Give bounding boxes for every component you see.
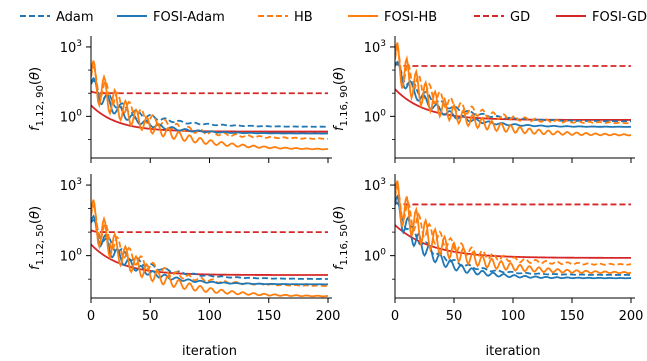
x-tick-label: 50 bbox=[446, 309, 463, 324]
x-tick-label: 100 bbox=[501, 309, 526, 324]
y-tick-label: 100 bbox=[60, 248, 83, 265]
series-line-gd bbox=[395, 62, 631, 67]
legend-entry-fosi-hb: FOSI-HB bbox=[348, 10, 437, 25]
legend-entry-fosi-gd: FOSI-GD bbox=[556, 10, 647, 25]
series-line-gd bbox=[395, 200, 631, 206]
y-tick-label: 103 bbox=[364, 177, 386, 194]
x-tick-label: 150 bbox=[256, 309, 281, 324]
series-group bbox=[91, 60, 328, 151]
series-group bbox=[395, 42, 631, 137]
series-line-hb bbox=[91, 204, 328, 287]
series-line-gd bbox=[91, 90, 328, 95]
series-line-gd bbox=[91, 229, 328, 234]
panels: 103 100 f1.12, 90(θ) 103 100 f1.16, 90(θ) 0 50 1… bbox=[28, 36, 643, 359]
x-axis-label: iteration bbox=[486, 344, 541, 359]
y-tick-label: 103 bbox=[364, 39, 386, 56]
chart-panel-3: 0 50 100 150 200 103 100 f1.12, 50(θ) iteration bbox=[28, 174, 340, 359]
legend-label: FOSI-Adam bbox=[153, 10, 225, 25]
y-axis-label: f1.16, 50(θ) bbox=[332, 206, 350, 270]
series-line-fosi-hb bbox=[395, 180, 631, 275]
legend-label: FOSI-HB bbox=[384, 10, 437, 25]
y-tick-label: 100 bbox=[364, 108, 387, 125]
x-tick-label: 50 bbox=[142, 309, 159, 324]
chart-panel-2: 103 100 f1.16, 90(θ) bbox=[332, 36, 635, 163]
y-tick-label: 103 bbox=[60, 39, 82, 56]
legend-label: Adam bbox=[56, 10, 94, 25]
series-line-hb bbox=[395, 46, 631, 125]
series-line-fosi-gd bbox=[395, 88, 631, 121]
chart-panel-4: 0 50 100 150 200 103 100 f1.16, 50(θ) iteration bbox=[332, 174, 643, 359]
series-line-fosi-hb bbox=[91, 199, 328, 298]
legend-label: FOSI-GD bbox=[592, 10, 647, 25]
x-tick-label: 200 bbox=[316, 309, 341, 324]
x-axis-label: iteration bbox=[182, 344, 237, 359]
x-tick-label: 200 bbox=[619, 309, 644, 324]
legend: Adam FOSI-Adam HB FOSI-HB GD FOSI-GD bbox=[20, 10, 647, 25]
legend-entry-adam: Adam bbox=[20, 10, 94, 25]
series-line-fosi-adam bbox=[395, 60, 631, 128]
x-tick-label: 100 bbox=[197, 309, 222, 324]
x-tick-label: 0 bbox=[87, 309, 95, 324]
x-tick-label: 0 bbox=[391, 309, 399, 324]
y-axis-label: f1.16, 90(θ) bbox=[332, 67, 350, 131]
y-tick-label: 100 bbox=[60, 108, 83, 125]
y-axis-label: f1.12, 50(θ) bbox=[28, 206, 46, 270]
legend-entry-gd: GD bbox=[474, 10, 530, 25]
series-line-fosi-adam bbox=[395, 194, 631, 280]
series-line-adam bbox=[91, 79, 328, 128]
legend-entry-hb: HB bbox=[258, 10, 313, 25]
y-tick-label: 100 bbox=[364, 248, 387, 265]
series-line-hb bbox=[395, 184, 631, 266]
chart-panel-1: 103 100 f1.12, 90(θ) bbox=[28, 36, 332, 163]
series-line-fosi-hb bbox=[91, 60, 328, 151]
y-axis-label: f1.12, 90(θ) bbox=[28, 67, 46, 131]
x-tick-label: 150 bbox=[560, 309, 585, 324]
series-group bbox=[91, 199, 328, 298]
y-tick-label: 103 bbox=[60, 177, 82, 194]
series-line-hb bbox=[91, 65, 328, 140]
legend-entry-fosi-adam: FOSI-Adam bbox=[117, 10, 225, 25]
series-line-fosi-gd bbox=[91, 243, 328, 276]
series-line-adam bbox=[395, 202, 631, 276]
series-line-fosi-gd bbox=[395, 224, 631, 259]
series-line-fosi-hb bbox=[395, 42, 631, 137]
series-group bbox=[395, 180, 631, 280]
series-line-fosi-adam bbox=[91, 214, 328, 286]
legend-label: HB bbox=[294, 10, 313, 25]
series-line-fosi-adam bbox=[91, 76, 328, 135]
legend-label: GD bbox=[510, 10, 530, 25]
